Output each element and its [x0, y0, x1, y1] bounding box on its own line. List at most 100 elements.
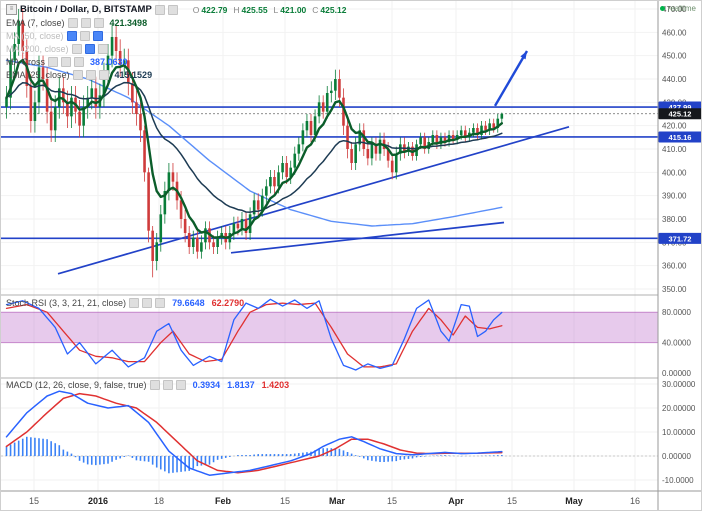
macd-label[interactable]: MACD (12, 26, close, 9, false, true) — [6, 380, 147, 390]
low-label: L — [273, 4, 279, 15]
stoch-d-value: 62.2790 — [211, 298, 245, 308]
projection-arrow — [493, 50, 529, 107]
gear-icon[interactable] — [162, 380, 173, 390]
realtime-label: realtime — [667, 4, 696, 13]
low-value: 421.00 — [280, 4, 307, 15]
indicator-value: 421.3498 — [109, 17, 148, 28]
open-value: 422.79 — [201, 4, 228, 15]
svg-text:-10.0000: -10.0000 — [662, 476, 694, 485]
indicator-label[interactable]: MA (50, close) — [6, 30, 64, 41]
indicator-value: 387.0630 — [90, 56, 128, 67]
eye-icon[interactable] — [72, 69, 83, 80]
svg-text:0.00000: 0.00000 — [662, 452, 691, 461]
close-value: 425.12 — [320, 4, 347, 15]
svg-text:371.72: 371.72 — [669, 234, 692, 243]
svg-text:Feb: Feb — [215, 496, 232, 506]
eye-icon[interactable] — [129, 298, 140, 308]
macd-line-value: 1.8137 — [227, 380, 255, 390]
svg-text:460.00: 460.00 — [662, 28, 687, 37]
gear-icon[interactable] — [80, 17, 91, 28]
stoch-pane — [1, 298, 658, 371]
indicator-row-ema7: EMA (7, close) 421.3498 — [6, 16, 346, 29]
close-icon[interactable] — [98, 69, 109, 80]
svg-text:16: 16 — [630, 496, 640, 506]
realtime-dot-icon — [659, 6, 665, 11]
svg-text:10.00000: 10.00000 — [662, 428, 696, 437]
info-icon[interactable] — [154, 4, 165, 15]
stoch-rsi-label[interactable]: Stoch RSI (3, 3, 21, 21, close) — [6, 298, 127, 308]
svg-text:425.12: 425.12 — [669, 110, 692, 119]
svg-text:80.0000: 80.0000 — [662, 308, 691, 317]
gear-icon[interactable] — [142, 298, 153, 308]
settings-icon[interactable] — [167, 4, 178, 15]
svg-text:18: 18 — [154, 496, 164, 506]
indicator-row-macross: MA Cross 387.0630 — [6, 55, 346, 68]
gear-icon[interactable] — [85, 69, 96, 80]
close-icon[interactable] — [92, 30, 103, 41]
slow-ma-layer — [5, 59, 503, 227]
realtime-status: realtime — [659, 4, 696, 13]
svg-text:15: 15 — [507, 496, 517, 506]
svg-text:Apr: Apr — [448, 496, 464, 506]
indicator-label[interactable]: EMA (7, close) — [6, 17, 65, 28]
svg-text:450.00: 450.00 — [662, 52, 687, 61]
close-icon[interactable] — [155, 298, 166, 308]
indicator-label[interactable]: EMA (25, close) — [6, 69, 70, 80]
svg-text:40.0000: 40.0000 — [662, 339, 691, 348]
stoch-k-value: 79.6648 — [172, 298, 205, 308]
eye-icon[interactable] — [71, 43, 82, 54]
high-value: 425.55 — [241, 4, 268, 15]
indicator-label[interactable]: MA Cross — [6, 56, 46, 67]
svg-text:440.00: 440.00 — [662, 75, 687, 84]
ema-layer — [5, 58, 503, 240]
grid-layer — [1, 1, 658, 491]
svg-text:410.00: 410.00 — [662, 145, 687, 154]
svg-text:20.00000: 20.00000 — [662, 404, 696, 413]
time-axis[interactable]: 15 2016 18 Feb 15 Mar 15 Apr 15 May 16 — [29, 496, 640, 506]
svg-text:427.99: 427.99 — [669, 103, 692, 112]
gear-icon[interactable] — [84, 43, 95, 54]
high-label: H — [233, 4, 240, 15]
svg-text:470.00: 470.00 — [662, 5, 687, 14]
close-icon[interactable] — [93, 17, 104, 28]
gear-icon[interactable] — [79, 30, 90, 41]
close-icon[interactable] — [97, 43, 108, 54]
close-label: C — [312, 4, 319, 15]
chart-style-icon[interactable]: ≡ — [6, 4, 17, 15]
macd-signal-value: 1.4203 — [261, 380, 290, 390]
svg-text:420.00: 420.00 — [662, 122, 687, 131]
eye-icon[interactable] — [48, 56, 59, 67]
trendlines-layer — [57, 126, 570, 275]
indicator-value: 415.1529 — [114, 69, 153, 80]
ohlc-readout: O 422.79 H 425.55 L 421.00 C 425.12 — [187, 5, 347, 15]
eye-icon[interactable] — [66, 30, 77, 41]
svg-text:400.00: 400.00 — [662, 168, 687, 177]
svg-text:415.16: 415.16 — [669, 133, 692, 142]
eye-icon[interactable] — [67, 17, 78, 28]
close-icon[interactable] — [175, 380, 186, 390]
indicator-label[interactable]: MA (200, close) — [6, 43, 69, 54]
svg-text:May: May — [565, 496, 583, 506]
indicator-row-ema25: EMA (25, close) 415.1529 — [6, 68, 346, 81]
open-label: O — [192, 4, 200, 15]
symbol-row: ≡ Bitcoin / Dollar, D, BITSTAMP O 422.79… — [6, 3, 346, 16]
svg-text:Mar: Mar — [329, 496, 346, 506]
svg-text:15: 15 — [280, 496, 290, 506]
legend: ≡ Bitcoin / Dollar, D, BITSTAMP O 422.79… — [6, 3, 346, 81]
gear-icon[interactable] — [61, 56, 72, 67]
indicator-row-ma200: MA (200, close) — [6, 42, 346, 55]
eye-icon[interactable] — [149, 380, 160, 390]
close-icon[interactable] — [74, 56, 85, 67]
macd-pane — [1, 390, 658, 476]
indicator-row-ma50: MA (50, close) — [6, 29, 346, 42]
svg-text:15: 15 — [29, 496, 39, 506]
svg-text:2016: 2016 — [88, 496, 108, 506]
macd-hist-value: 0.3934 — [192, 380, 221, 390]
symbol-title[interactable]: Bitcoin / Dollar, D, BITSTAMP — [20, 4, 152, 15]
svg-text:380.00: 380.00 — [662, 215, 687, 224]
svg-text:0.00000: 0.00000 — [662, 369, 691, 378]
